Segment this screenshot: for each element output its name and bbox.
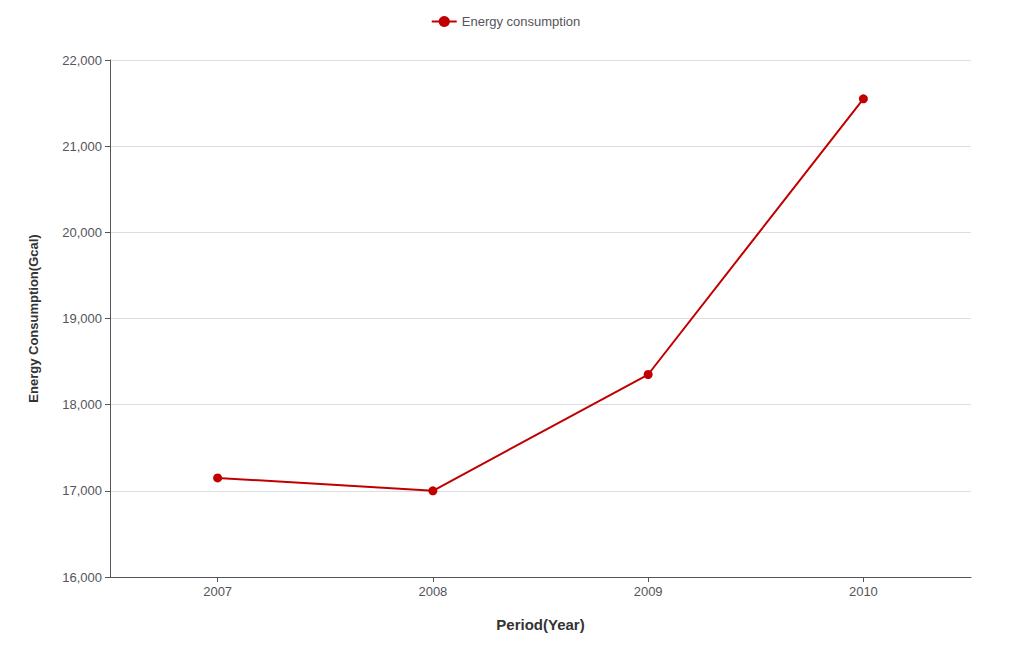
- svg-text:Period(Year): Period(Year): [496, 616, 584, 633]
- svg-text:Energy consumption: Energy consumption: [462, 14, 581, 29]
- svg-text:17,000: 17,000: [62, 483, 102, 498]
- svg-text:21,000: 21,000: [62, 139, 102, 154]
- svg-text:Energy Consumption(Gcal): Energy Consumption(Gcal): [26, 234, 41, 402]
- svg-text:16,000: 16,000: [62, 570, 102, 585]
- svg-text:18,000: 18,000: [62, 397, 102, 412]
- svg-text:2009: 2009: [634, 584, 663, 599]
- svg-text:20,000: 20,000: [62, 225, 102, 240]
- svg-text:22,000: 22,000: [62, 53, 102, 68]
- svg-text:2010: 2010: [849, 584, 878, 599]
- svg-text:2007: 2007: [203, 584, 232, 599]
- svg-text:19,000: 19,000: [62, 311, 102, 326]
- svg-text:2008: 2008: [418, 584, 447, 599]
